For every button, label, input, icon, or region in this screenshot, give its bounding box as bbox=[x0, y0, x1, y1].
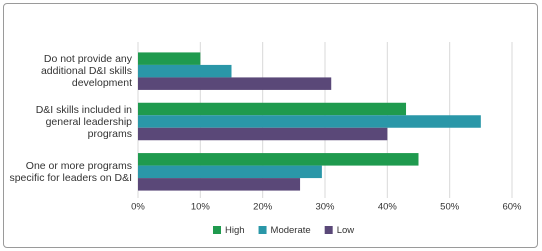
legend-swatch bbox=[324, 226, 333, 234]
legend-label: High bbox=[225, 225, 245, 236]
x-tick-label: 30% bbox=[315, 202, 335, 213]
frame bbox=[3, 3, 538, 248]
legend-label: Low bbox=[337, 225, 355, 236]
category-label: Do not provide any additional D&I skills… bbox=[40, 53, 132, 90]
category-label: D&I skills included in general leadershi… bbox=[35, 103, 132, 140]
bar bbox=[138, 52, 201, 65]
category-label: One or more programs specific for leader… bbox=[9, 159, 132, 184]
legend-swatch bbox=[258, 226, 267, 234]
bar bbox=[138, 77, 332, 90]
bar bbox=[138, 165, 322, 179]
bar bbox=[138, 127, 388, 141]
legend-label: Moderate bbox=[271, 225, 311, 236]
bar bbox=[138, 102, 407, 116]
bar bbox=[138, 115, 481, 128]
bar bbox=[138, 153, 419, 166]
legend-swatch bbox=[213, 226, 221, 234]
bar bbox=[138, 64, 232, 78]
x-tick-label: 10% bbox=[191, 202, 211, 213]
x-tick-label: 50% bbox=[440, 202, 460, 213]
x-tick-label: 0% bbox=[131, 202, 145, 213]
x-tick-label: 40% bbox=[378, 202, 398, 213]
x-tick-label: 60% bbox=[502, 202, 522, 213]
bar bbox=[138, 178, 301, 191]
x-tick-label: 20% bbox=[253, 202, 273, 213]
